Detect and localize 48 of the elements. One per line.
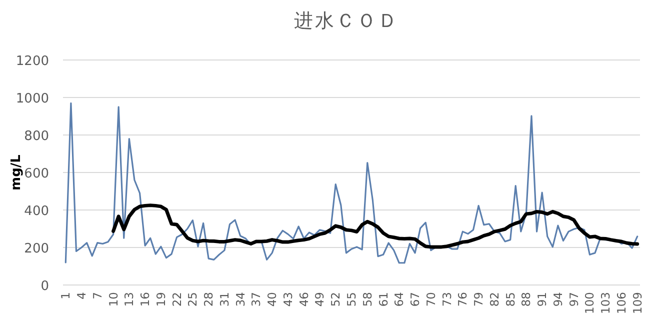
x-tick-label: 55 bbox=[344, 292, 358, 307]
x-tick-label: 31 bbox=[217, 292, 232, 307]
x-tick-label: 85 bbox=[503, 292, 518, 307]
x-tick-label: 19 bbox=[154, 292, 168, 307]
chart-title: 进水ＣＯＤ bbox=[294, 10, 399, 32]
x-tick-label: 70 bbox=[424, 292, 438, 307]
x-tick-label: 43 bbox=[280, 292, 295, 307]
x-tick-label: 73 bbox=[440, 292, 454, 307]
x-tick-label: 10 bbox=[106, 292, 120, 307]
x-tick-label: 13 bbox=[122, 292, 136, 307]
x-tick-label: 28 bbox=[202, 292, 216, 307]
y-tick-label: 0 bbox=[40, 279, 49, 294]
line-series bbox=[64, 102, 638, 264]
x-tick-label: 25 bbox=[186, 292, 200, 307]
x-tick-label: 52 bbox=[328, 292, 343, 307]
x-tick-label: 49 bbox=[312, 292, 327, 307]
x-tick-label: 64 bbox=[392, 292, 406, 307]
x-tick-label: 58 bbox=[360, 292, 374, 307]
line-series bbox=[112, 204, 640, 249]
y-tick-label: 1000 bbox=[16, 92, 49, 106]
x-tick-label: 16 bbox=[138, 292, 152, 307]
x-tick-label: 109 bbox=[630, 292, 644, 314]
x-tick-label: 106 bbox=[614, 292, 628, 314]
x-tick-label: 100 bbox=[582, 292, 597, 314]
x-tick-label: 82 bbox=[487, 292, 502, 307]
y-tick-label: 800 bbox=[24, 129, 49, 144]
y-tick-label: 1200 bbox=[16, 54, 49, 69]
y-axis-title: mg/L bbox=[9, 154, 24, 190]
x-tick-label: 1 bbox=[58, 292, 73, 300]
y-tick-label: 600 bbox=[24, 166, 49, 182]
x-tick-label: 46 bbox=[296, 292, 311, 307]
x-tick-label: 61 bbox=[376, 292, 390, 307]
x-tick-label: 67 bbox=[408, 292, 422, 307]
x-tick-label: 4 bbox=[74, 292, 89, 300]
x-tick-label: 76 bbox=[456, 292, 470, 307]
x-tick-label: 40 bbox=[265, 292, 280, 307]
y-tick-label: 400 bbox=[24, 204, 49, 219]
y-tick-label: 200 bbox=[24, 242, 49, 256]
x-tick-label: 79 bbox=[472, 292, 486, 307]
x-tick-label: 7 bbox=[90, 292, 104, 300]
x-tick-label: 91 bbox=[535, 292, 550, 307]
x-tick-label: 97 bbox=[566, 292, 581, 307]
x-tick-label: 22 bbox=[170, 292, 184, 307]
x-tick-label: 94 bbox=[550, 292, 565, 307]
x-tick-label: 34 bbox=[233, 292, 248, 307]
x-tick-label: 37 bbox=[249, 292, 264, 307]
x-tick-label: 103 bbox=[598, 292, 613, 314]
x-tick-label: 88 bbox=[519, 292, 534, 307]
